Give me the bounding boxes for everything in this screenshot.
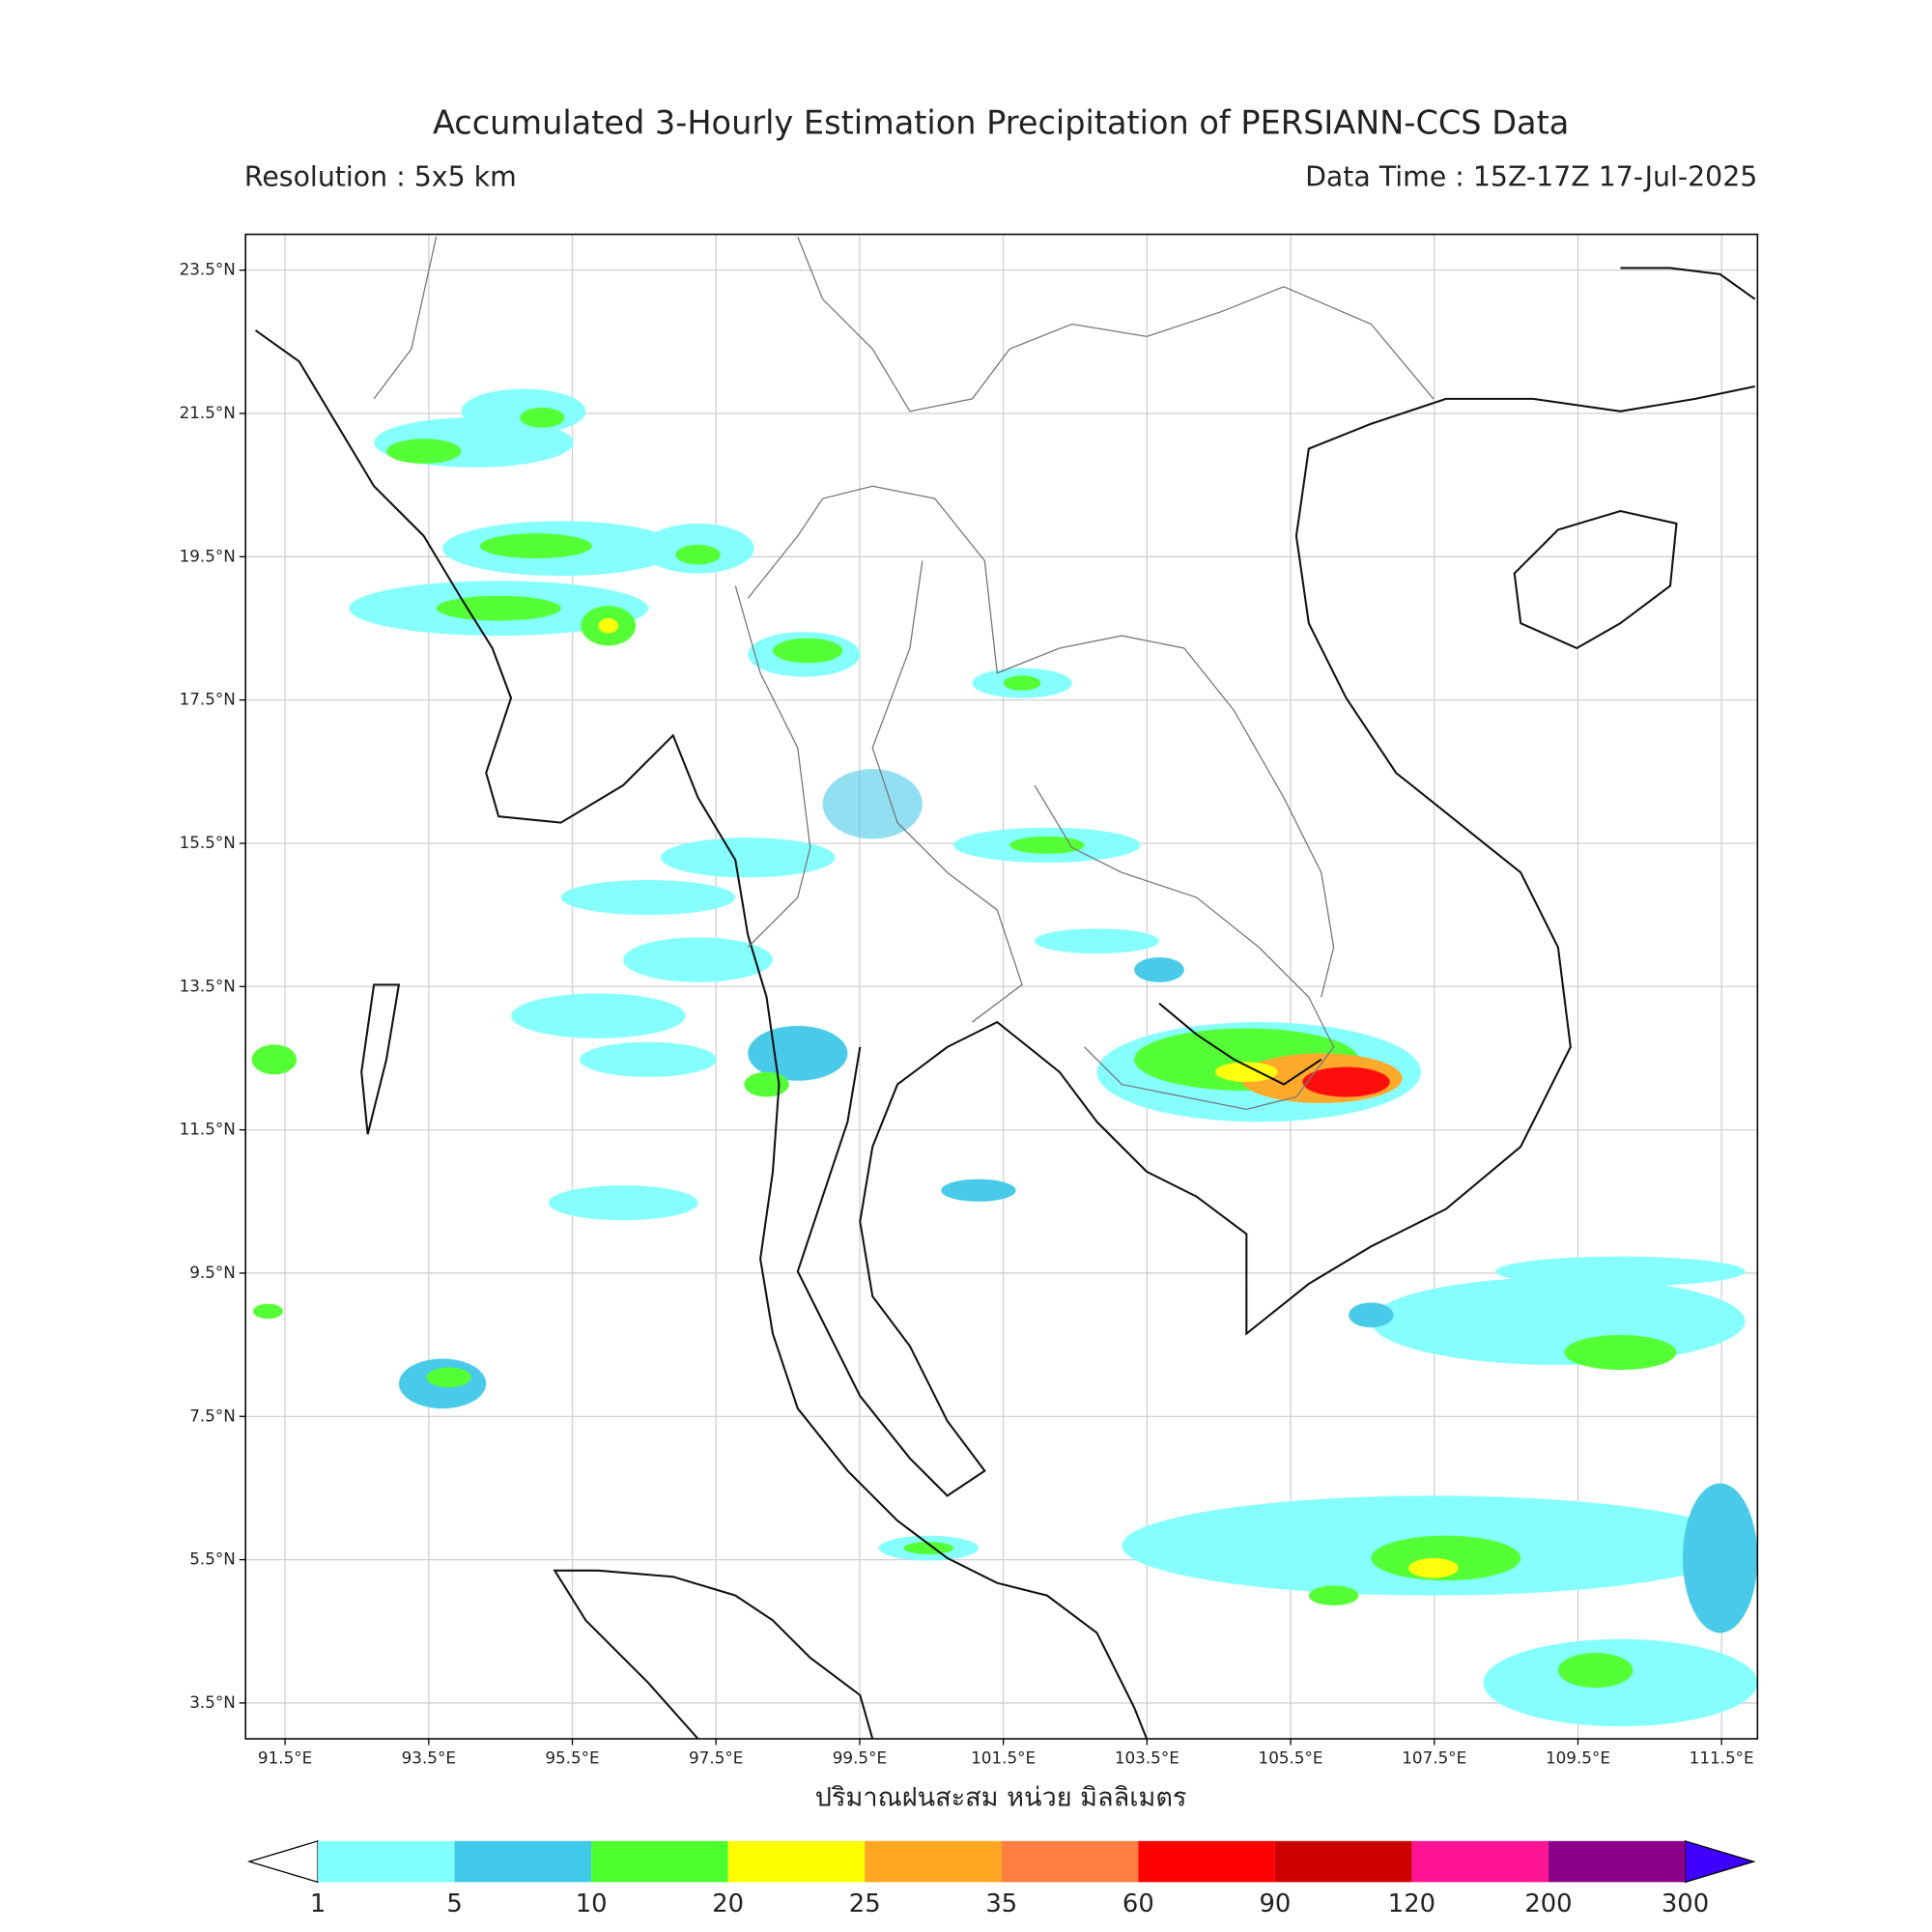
borders xyxy=(373,236,1435,1111)
colorbar: 1 5 10 20 25 35 60 90 120 200 300 xyxy=(246,1839,1756,1918)
colorbar-bin xyxy=(1138,1840,1275,1883)
lat-tick-label: 21.5°N xyxy=(180,403,236,422)
lon-tick-label: 91.5°E xyxy=(258,1748,312,1768)
colorbar-label: 35 xyxy=(985,1889,1017,1918)
lon-tick-label: 99.5°E xyxy=(833,1748,887,1768)
lat-tick-label: 17.5°N xyxy=(180,690,236,709)
lon-tick-label: 107.5°E xyxy=(1402,1748,1466,1768)
colorbar-label: 60 xyxy=(1122,1889,1154,1918)
colorbar-bin xyxy=(1274,1840,1412,1883)
data-time: Data Time : 15Z-17Z 17-Jul-2025 xyxy=(1305,161,1757,193)
lat-tick-label: 9.5°N xyxy=(189,1263,236,1282)
lat-tick-label: 15.5°N xyxy=(180,833,236,852)
lon-tick-label: 101.5°E xyxy=(971,1748,1036,1768)
lat-tick-label: 23.5°N xyxy=(180,260,236,279)
title: Accumulated 3-Hourly Estimation Precipit… xyxy=(433,104,1569,142)
colorbar-label: 20 xyxy=(712,1889,744,1918)
colorbar-label: 25 xyxy=(849,1889,881,1918)
colorbar-bin xyxy=(318,1840,455,1883)
axes: 91.5°E 93.5°E 95.5°E 97.5°E 99.5°E 101.5°E 103… xyxy=(180,260,1754,1768)
x-axis-label: ปริมาณฝนสะสม หน่วย มิลลิเมตร xyxy=(815,1782,1187,1812)
colorbar-label: 300 xyxy=(1662,1889,1709,1918)
colorbar-bin xyxy=(1001,1840,1139,1883)
colorbar-over xyxy=(1684,1839,1756,1884)
colorbar-label: 90 xyxy=(1259,1889,1291,1918)
colorbar-label: 1 xyxy=(310,1889,326,1918)
lon-tick-label: 109.5°E xyxy=(1546,1748,1610,1768)
lon-tick-label: 105.5°E xyxy=(1259,1748,1323,1768)
lon-tick-label: 111.5°E xyxy=(1690,1748,1754,1768)
colorbar-bin xyxy=(1411,1840,1548,1883)
colorbar-label: 200 xyxy=(1524,1889,1572,1918)
lat-tick-label: 11.5°N xyxy=(180,1120,236,1139)
colorbar-bin xyxy=(1548,1840,1686,1883)
lat-tick-label: 3.5°N xyxy=(189,1692,236,1712)
colorbar-label: 10 xyxy=(576,1889,608,1918)
lat-tick-label: 5.5°N xyxy=(189,1549,236,1569)
coastlines xyxy=(254,267,1756,1740)
colorbar-label: 120 xyxy=(1388,1889,1435,1918)
lat-tick-label: 13.5°N xyxy=(180,976,236,995)
resolution: Resolution : 5x5 km xyxy=(244,161,517,193)
colorbar-label: 5 xyxy=(446,1889,462,1918)
lon-tick-label: 97.5°E xyxy=(689,1748,743,1768)
lon-tick-label: 93.5°E xyxy=(402,1748,456,1768)
lon-tick-label: 103.5°E xyxy=(1115,1748,1179,1768)
colorbar-bin xyxy=(454,1840,592,1883)
lat-tick-label: 19.5°N xyxy=(180,546,236,565)
colorbar-bin xyxy=(865,1840,1002,1883)
colorbar-bin xyxy=(591,1840,728,1883)
precipitation-field xyxy=(251,388,1758,1727)
lat-tick-label: 7.5°N xyxy=(189,1406,236,1425)
colorbar-under xyxy=(246,1839,319,1884)
colorbar-bin xyxy=(727,1840,866,1883)
lon-tick-label: 95.5°E xyxy=(545,1748,599,1768)
